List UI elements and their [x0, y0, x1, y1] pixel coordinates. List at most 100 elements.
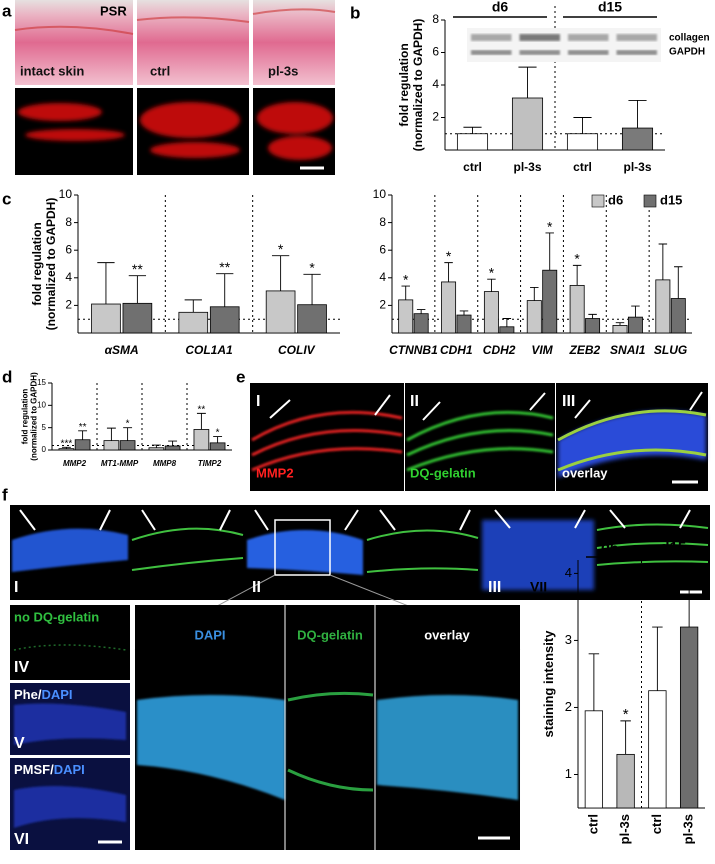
x-tick-label: SLUG	[654, 343, 687, 357]
label-part: Phe/	[14, 687, 42, 702]
shape	[25, 129, 125, 141]
significance-mark: **	[198, 404, 206, 415]
x-tick-label: αSMA	[105, 343, 139, 357]
psr-image	[253, 0, 335, 85]
error-bar	[128, 275, 147, 304]
significance-mark: *	[278, 241, 284, 257]
y-tick-label: 2	[379, 298, 386, 312]
bar	[178, 311, 209, 334]
error-bar	[184, 299, 202, 313]
bar	[670, 298, 686, 334]
y-axis-label: fold regulation	[397, 43, 411, 126]
arrow	[269, 391, 703, 421]
bar	[297, 304, 327, 334]
error-bar	[683, 569, 695, 628]
blot-band	[471, 34, 512, 41]
bar	[584, 710, 604, 809]
green-signal	[131, 527, 244, 571]
image-label: PMSF/DAPI	[14, 762, 85, 777]
bar	[621, 127, 654, 151]
bar	[91, 303, 121, 334]
bar	[566, 133, 599, 151]
panel-letter: a	[2, 1, 12, 20]
label-part: DAPI	[54, 762, 85, 777]
control-image	[10, 605, 130, 680]
chart: fold regulation (normalized to GAPDH) 2 4 6 8…	[397, 0, 710, 174]
y-axis-label: fold regulation	[20, 389, 29, 445]
blot-band	[519, 34, 560, 41]
significance-mark: **	[79, 422, 87, 433]
x-tick-label: VIM	[531, 343, 553, 357]
error-bar	[303, 273, 321, 305]
x-tick-label: ZEB2	[569, 343, 601, 357]
y-tick-label: 4	[379, 270, 386, 284]
chart: fold regulation (normalized to GAPDH) 0 5 10…	[20, 372, 232, 468]
label-part: PMSF/	[14, 762, 54, 777]
error-bar	[502, 318, 512, 327]
significance-mark: *	[216, 428, 220, 439]
image-label: overlay	[562, 465, 608, 480]
y-tick-label: 10	[59, 187, 73, 201]
x-tick-label: ctrl	[463, 160, 482, 174]
y-axis-label: (normalized to GAPDH)	[411, 19, 425, 152]
x-tick-label: COL1A1	[185, 343, 233, 357]
bar	[119, 440, 136, 451]
error-bar	[61, 446, 71, 449]
x-tick-label: CTNNB1	[389, 343, 438, 357]
bar	[483, 291, 499, 334]
shape	[140, 102, 240, 138]
bar	[679, 626, 699, 809]
error-bar	[652, 626, 663, 691]
blot-band	[568, 50, 609, 55]
label-part: DAPI	[41, 687, 72, 702]
x-tick-label: MT1-MMP	[101, 459, 139, 468]
error-bar	[78, 430, 88, 440]
group-label: d15	[598, 0, 622, 15]
blue-signal	[14, 786, 126, 828]
bar	[627, 316, 643, 334]
x-tick-label: TIMP2	[198, 459, 222, 468]
significance-mark: *	[126, 419, 130, 430]
red-signal	[18, 102, 333, 160]
bar	[441, 281, 457, 334]
chart: 2 4 6 8 10 * * * * * CTNNB1 CDH1 CDH2 VIM ZEB2 SNAI1 SLU…	[373, 187, 692, 357]
blue-signal	[12, 528, 128, 572]
significance-mark: **	[219, 259, 230, 275]
image-label: DQ-gelatin	[297, 627, 363, 642]
y-axis-label: staining intensity	[541, 630, 556, 738]
legend-swatch	[643, 194, 657, 208]
significance-mark: *	[547, 218, 553, 234]
zoom-box	[274, 519, 331, 576]
x-tick-label: COLIV	[278, 343, 316, 357]
bar	[526, 300, 542, 334]
bar	[209, 306, 240, 334]
image-numeral: III	[562, 393, 575, 410]
error-bar	[518, 66, 537, 98]
image-numeral: II	[252, 579, 261, 596]
fluorescence-image	[405, 383, 555, 491]
bar	[74, 439, 91, 451]
y-tick-label: 10	[37, 400, 46, 409]
bar	[103, 440, 120, 451]
image-numeral: I	[256, 393, 260, 410]
error-bar	[106, 427, 116, 441]
y-tick-label: 4	[65, 270, 72, 284]
bar	[511, 97, 544, 151]
bar	[542, 269, 558, 334]
image-numeral: III	[488, 579, 501, 596]
x-tick-label: ctrl	[649, 814, 664, 834]
fluorescence-image	[250, 383, 404, 491]
y-tick-label: 2	[65, 298, 72, 312]
image-numeral: V	[14, 735, 25, 752]
chart: fold regulation (normalized to GAPDH) 2 4 6 8…	[30, 187, 340, 357]
y-tick-label: 4	[565, 565, 572, 580]
x-tick-label: pl-3s	[681, 814, 696, 844]
image-label: intact skin	[20, 63, 84, 78]
error-bar	[416, 309, 426, 314]
error-bar	[620, 720, 631, 755]
blue-signal	[137, 695, 285, 800]
x-tick-label: pl-3s	[617, 814, 632, 844]
error-bar	[588, 313, 597, 319]
blue-signal	[14, 703, 126, 745]
